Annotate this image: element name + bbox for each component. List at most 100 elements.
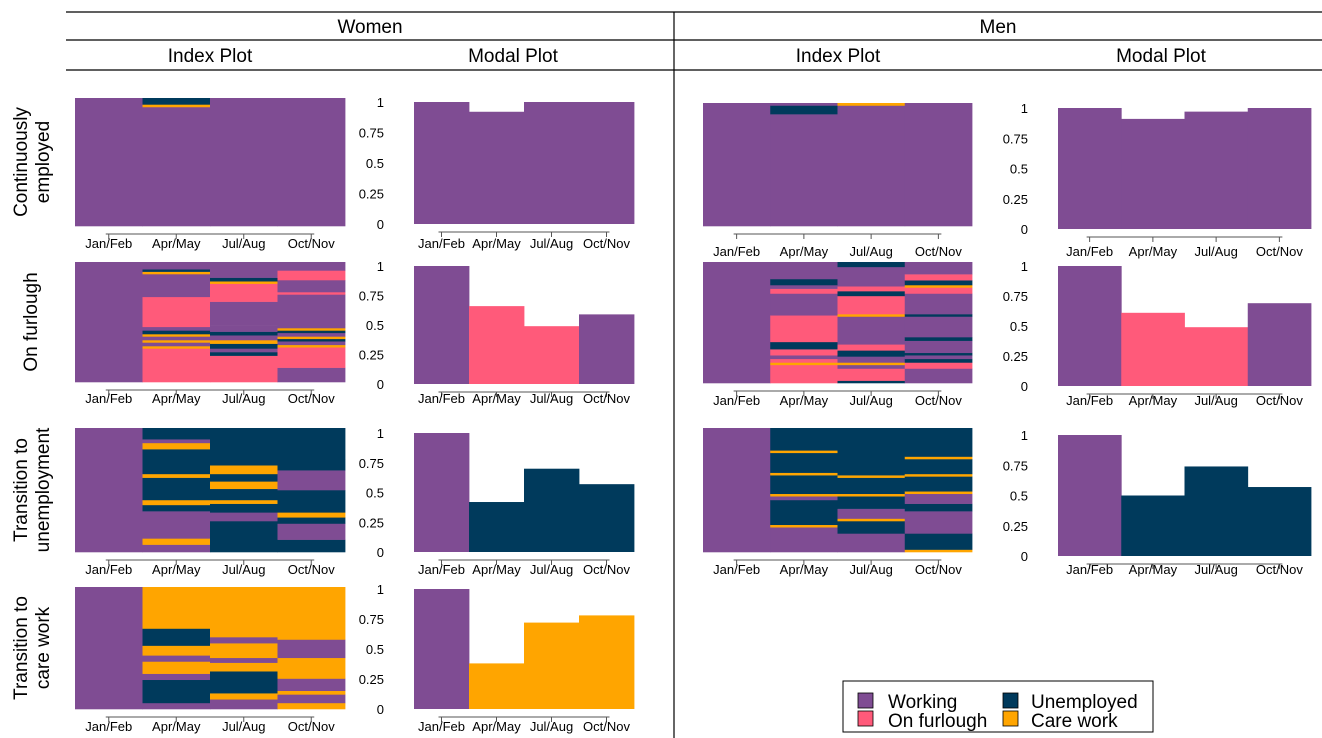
- row-label-1: Continuouslyemployed: [11, 107, 54, 217]
- row2-men-index-x-tick-label-oct-nov: Oct/Nov: [915, 393, 962, 408]
- row2-men-index-period-4-seg-5-unemployed: [904, 352, 973, 356]
- row1-men-modal-bar-oct-nov: [1247, 108, 1312, 229]
- row2-women-index-period-4-seg-12-on-furlough: [277, 292, 346, 295]
- legend-box: [842, 680, 1154, 733]
- row4-women-modal-ytick-label: 0.5: [366, 642, 384, 657]
- row2-women-index-period-2-seg-12-unemployed: [142, 269, 211, 272]
- row2-women-index-period-4-seg-10-working: [277, 324, 346, 329]
- row3-women-modal-ytick-label: 0.25: [359, 515, 384, 530]
- row3-men-index-period-2-seg-5-care-work: [770, 493, 838, 497]
- row1-women-modal-ytick-label: 0: [377, 217, 384, 232]
- row3-men-index-period-3-seg-3-care-work: [837, 518, 906, 522]
- legend-swatch-on-furlough: [857, 710, 874, 727]
- row3-women-index-x-tick-label-apr-may: Apr/May: [152, 562, 201, 577]
- row2-women-modal-ytick-label: 0.5: [366, 318, 384, 333]
- row2-women-index-period-4-seg-7-working: [277, 332, 346, 337]
- row4-women-index-period-3-seg-2-care-work: [210, 693, 278, 700]
- row3-women-modal-ytick-label: 1: [377, 426, 384, 441]
- row3-women-index-period-4-seg-6-working: [277, 470, 346, 491]
- row3-men-index-period-2-seg-4-working: [770, 496, 838, 501]
- row3-men-index-period-2-seg-9-care-work: [770, 450, 838, 454]
- row2-men-modal-bar-jan-feb: [1058, 266, 1122, 386]
- legend-label-on-furlough: On furlough: [888, 711, 987, 732]
- row1-men-index-period-3-seg-1-working: [837, 105, 906, 227]
- row2-men-index-period-4-seg-13-unemployed: [904, 280, 973, 286]
- row2-men-index-period-4-seg-15-working: [904, 262, 973, 275]
- row3-men-modal-x-tick-label-jul-aug: Jul/Aug: [1194, 562, 1237, 577]
- row2-women-index-period-4-seg-13-working: [277, 280, 346, 293]
- row3-women-modal-x-tick-label-oct-nov: Oct/Nov: [583, 562, 630, 577]
- row3-women-index-period-2-seg-9-care-work: [142, 442, 211, 450]
- row2-men-modal-ytick-label: 0: [1021, 379, 1028, 394]
- row2-men-index-period-3-seg-13-working: [837, 266, 906, 287]
- row3-men-index-x-tick-label-jul-aug: Jul/Aug: [849, 562, 892, 577]
- row1-women-modal-x-tick-label-jul-aug: Jul/Aug: [530, 236, 573, 251]
- row2-women-index-period-4-seg-14-on-furlough: [277, 270, 346, 281]
- row2-men-index-period-2-seg-7-on-furlough: [770, 315, 838, 343]
- row2-men-index-period-2-seg-8-working: [770, 293, 838, 316]
- row4-women-index-period-4-seg-2-working: [277, 694, 346, 704]
- row3-women-index-period-3-seg-2-working: [210, 512, 278, 522]
- row2-men-index-period-2-seg-9-on-furlough: [770, 288, 838, 294]
- row3-women-index-period-4-seg-8-unemployed: [277, 428, 346, 460]
- row2-women-index-period-4-seg-5-unemployed: [277, 338, 346, 342]
- legend-label-care-work: Care work: [1031, 711, 1118, 732]
- row3-men-index-period-4-seg-5-working: [904, 493, 973, 504]
- row3-women-index-period-4-seg-1-unemployed: [277, 539, 346, 553]
- row3-men-index-period-4-seg-7-unemployed: [904, 476, 973, 492]
- row1-men-index-period-2-seg-1-working: [770, 114, 838, 227]
- row4-women-modal-x-tick-label-jul-aug: Jul/Aug: [530, 719, 573, 734]
- row2-women-modal-bar-jul-aug: [524, 326, 580, 384]
- row2-women-index-period-2-seg-10-working: [142, 274, 211, 298]
- row2-men-index-period-4-seg-11-on-furlough: [904, 287, 973, 294]
- row4-women-modal-bar-oct-nov: [579, 615, 635, 709]
- row2-women-index-period-3-seg-12-unemployed: [210, 277, 278, 282]
- row3-women-index-x-tick-label-jul-aug: Jul/Aug: [222, 562, 265, 577]
- row4-women-index-x-tick-label-apr-may: Apr/May: [152, 719, 201, 734]
- row2-men-index-period-2-seg-1-on-furlough: [770, 364, 838, 384]
- row1-women-modal-x-tick-label-oct-nov: Oct/Nov: [583, 236, 630, 251]
- row1-women-modal-ytick-label: 0.5: [366, 156, 384, 171]
- row1-men-modal-bar-jan-feb: [1058, 108, 1122, 229]
- row1-women-index-x-tick-label-jan-feb: Jan/Feb: [85, 236, 132, 251]
- row3-women-index-x-tick-label-jan-feb: Jan/Feb: [85, 562, 132, 577]
- row3-women-index-period-4-seg-4-care-work: [277, 512, 346, 518]
- row2-men-modal-ytick-label: 0.75: [1003, 289, 1028, 304]
- row1-women-modal-bar-apr-may: [469, 111, 525, 224]
- row2-men-index-period-3-seg-14-unemployed: [837, 262, 906, 268]
- row2-women-modal-ytick-label: 0.25: [359, 348, 384, 363]
- row2-men-index-period-2-seg-2-care-work: [770, 362, 838, 366]
- row3-men-index-period-3-seg-5-unemployed: [837, 496, 906, 509]
- row3-women-modal-ytick-label: 0.75: [359, 456, 384, 471]
- row4-women-index-period-3-seg-7-working: [210, 637, 278, 644]
- row4-women-modal-x-tick-label-jan-feb: Jan/Feb: [418, 719, 465, 734]
- row4-women-index-period-2-seg-7-unemployed: [142, 628, 211, 646]
- row3-men-index-period-2-seg-2-care-work: [770, 524, 838, 528]
- row3-women-index-period-1-seg-1-working: [75, 428, 143, 553]
- row1-women-index-x-tick-label-apr-may: Apr/May: [152, 236, 201, 251]
- row4-women-modal-x-tick-label-oct-nov: Oct/Nov: [583, 719, 630, 734]
- row2-men-modal-bar-oct-nov: [1247, 303, 1312, 386]
- row4-women-index-period-2-seg-1-working: [142, 702, 211, 710]
- row3-women-modal-x-tick-label-jan-feb: Jan/Feb: [418, 562, 465, 577]
- row-label-2-line-1: On furlough: [21, 272, 42, 371]
- row2-women-index-period-3-seg-10-on-furlough: [210, 283, 278, 302]
- row3-men-modal-x-tick-label-oct-nov: Oct/Nov: [1256, 562, 1303, 577]
- row1-men-index-period-1-seg-1-working: [703, 103, 771, 227]
- row4-women-modal-ytick-label: 1: [377, 582, 384, 597]
- row1-men-modal-x-tick-label-jan-feb: Jan/Feb: [1066, 244, 1113, 259]
- row3-women-modal-bar-jan-feb: [414, 433, 470, 552]
- row-label-1-line-2: employed: [33, 121, 54, 203]
- row-label-3: Transition tounemployment: [11, 427, 54, 552]
- row1-men-modal-ytick-label: 0: [1021, 222, 1028, 237]
- row2-men-index-period-2-seg-5-on-furlough: [770, 349, 838, 356]
- row1-men-index-x-tick-label-jul-aug: Jul/Aug: [849, 244, 892, 259]
- row3-women-index-period-4-seg-3-unemployed: [277, 517, 346, 524]
- row4-women-modal-ytick-label: 0.75: [359, 612, 384, 627]
- row3-women-index-period-4-seg-5-unemployed: [277, 490, 346, 513]
- row4-women-index-period-3-seg-4-care-work: [210, 662, 278, 672]
- row2-men-index-period-3-seg-11-unemployed: [837, 291, 906, 297]
- row4-women-index-period-4-seg-7-care-work: [277, 587, 346, 640]
- row1-men-index-x-tick-label-apr-may: Apr/May: [780, 244, 829, 259]
- row3-men-modal-bar-oct-nov: [1247, 487, 1312, 556]
